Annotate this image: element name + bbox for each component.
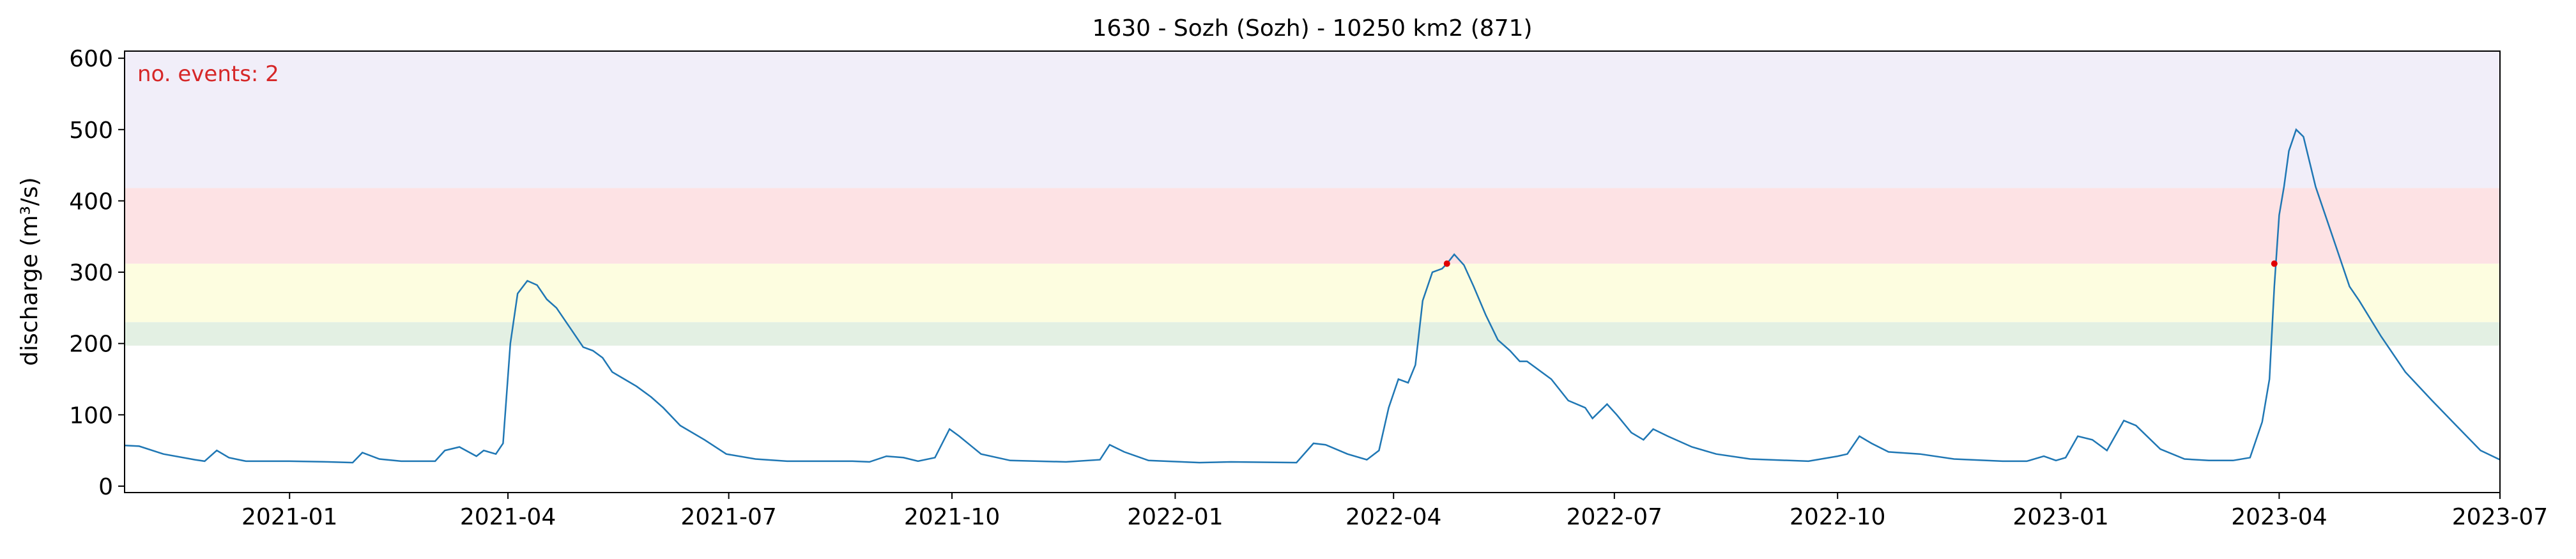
x-tick-label: 2021-04 — [460, 504, 556, 530]
x-tick-label: 2023-07 — [2452, 504, 2548, 530]
x-tick-label: 2021-01 — [241, 504, 337, 530]
annotation: no. events: 2 — [137, 61, 279, 87]
y-tick-label: 600 — [69, 46, 113, 72]
threshold-band — [125, 322, 2500, 346]
y-tick-label: 500 — [69, 118, 113, 144]
y-tick-label: 400 — [69, 188, 113, 215]
y-tick-label: 0 — [98, 474, 113, 500]
x-tick-label: 2022-01 — [1127, 504, 1223, 530]
chart-title: 1630 - Sozh (Sozh) - 10250 km2 (871) — [1092, 15, 1532, 42]
x-tick-label: 2023-01 — [2012, 504, 2108, 530]
y-tick-label: 100 — [69, 402, 113, 429]
event-point — [2271, 260, 2278, 267]
plot-frame — [124, 50, 2501, 493]
x-tick-label: 2021-07 — [680, 504, 776, 530]
x-tick-label: 2022-04 — [1346, 504, 1441, 530]
x-tick-label: 2023-04 — [2231, 504, 2327, 530]
discharge-line — [124, 128, 2501, 464]
threshold-band — [125, 51, 2500, 188]
y-tick-label: 300 — [69, 260, 113, 286]
y-axis-label: discharge (m³/s) — [17, 177, 43, 365]
x-tick-label: 2021-10 — [904, 504, 1000, 530]
y-tick-label: 200 — [69, 332, 113, 358]
threshold-band — [125, 188, 2500, 264]
event-point — [1443, 260, 1450, 267]
x-tick-label: 2022-10 — [1790, 504, 1885, 530]
threshold-band — [125, 263, 2500, 323]
x-tick-label: 2022-07 — [1567, 504, 1662, 530]
